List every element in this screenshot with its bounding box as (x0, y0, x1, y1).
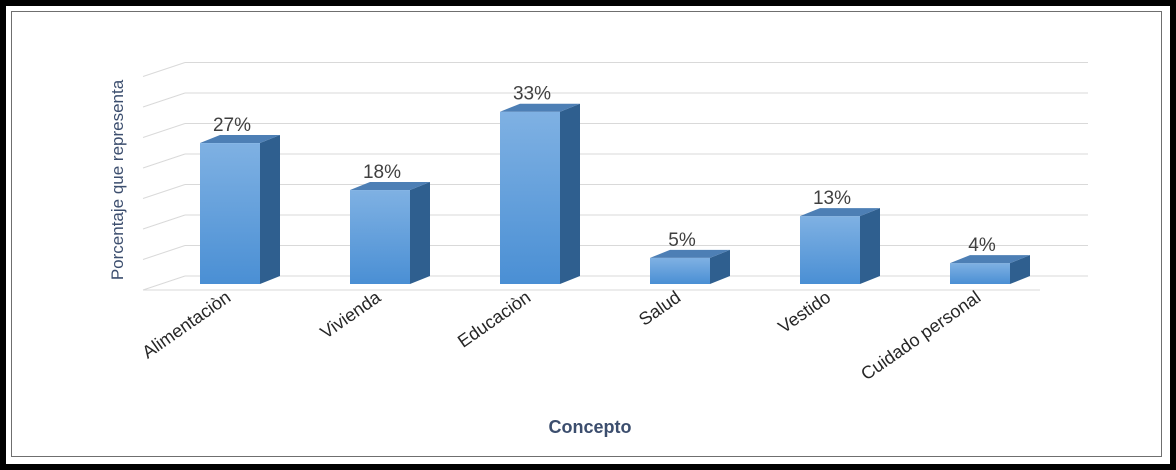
category-label: Salud (635, 287, 684, 330)
data-labels: 27% 18% 33% 5% 13% 4% (213, 84, 996, 256)
category-label: Educaciòn (454, 287, 534, 352)
gridline-diagonal (142, 245, 186, 260)
bar-top (200, 135, 280, 144)
bar-front (200, 143, 260, 284)
bar-top (650, 249, 730, 258)
bar-top (350, 182, 430, 191)
bar-top (500, 103, 580, 112)
x-axis-title: Concepto (549, 417, 632, 437)
y-axis-title: Porcentaje que representa (108, 79, 127, 280)
category-label: Vivienda (317, 286, 386, 342)
value-label: 33% (513, 84, 551, 105)
gridline-diagonal (142, 153, 186, 169)
gridline-diagonal (142, 214, 186, 230)
bar-front (350, 190, 410, 284)
bar-front (650, 257, 710, 284)
value-label: 13% (813, 188, 851, 209)
bar-front (800, 216, 860, 284)
value-label: 5% (668, 230, 696, 251)
bar-front (500, 111, 560, 285)
value-label: 4% (968, 235, 996, 256)
gridline-diagonal (142, 275, 186, 291)
value-label: 27% (213, 115, 251, 136)
bar-top (950, 255, 1030, 264)
category-label: Cuidado personal (857, 287, 984, 384)
bar-side (560, 103, 580, 285)
bar-side (710, 249, 730, 284)
gridline-diagonal (142, 92, 186, 108)
gridlines (142, 62, 1088, 291)
bar-side (410, 182, 430, 284)
bar-top (800, 208, 880, 217)
bar-side (260, 135, 280, 284)
gridline-diagonal (142, 184, 186, 199)
category-label: Vestido (774, 287, 834, 337)
value-label: 18% (363, 162, 401, 183)
bar-side (1010, 255, 1030, 284)
gridline-diagonal (142, 123, 186, 138)
bar-front (950, 263, 1010, 284)
gridline-diagonal (142, 62, 186, 77)
category-labels: Alimentaciòn Vivienda Educaciòn Salud Vestid… (138, 286, 984, 384)
bar-side (860, 208, 880, 284)
category-label: Alimentaciòn (138, 287, 234, 362)
bars (200, 103, 1030, 285)
